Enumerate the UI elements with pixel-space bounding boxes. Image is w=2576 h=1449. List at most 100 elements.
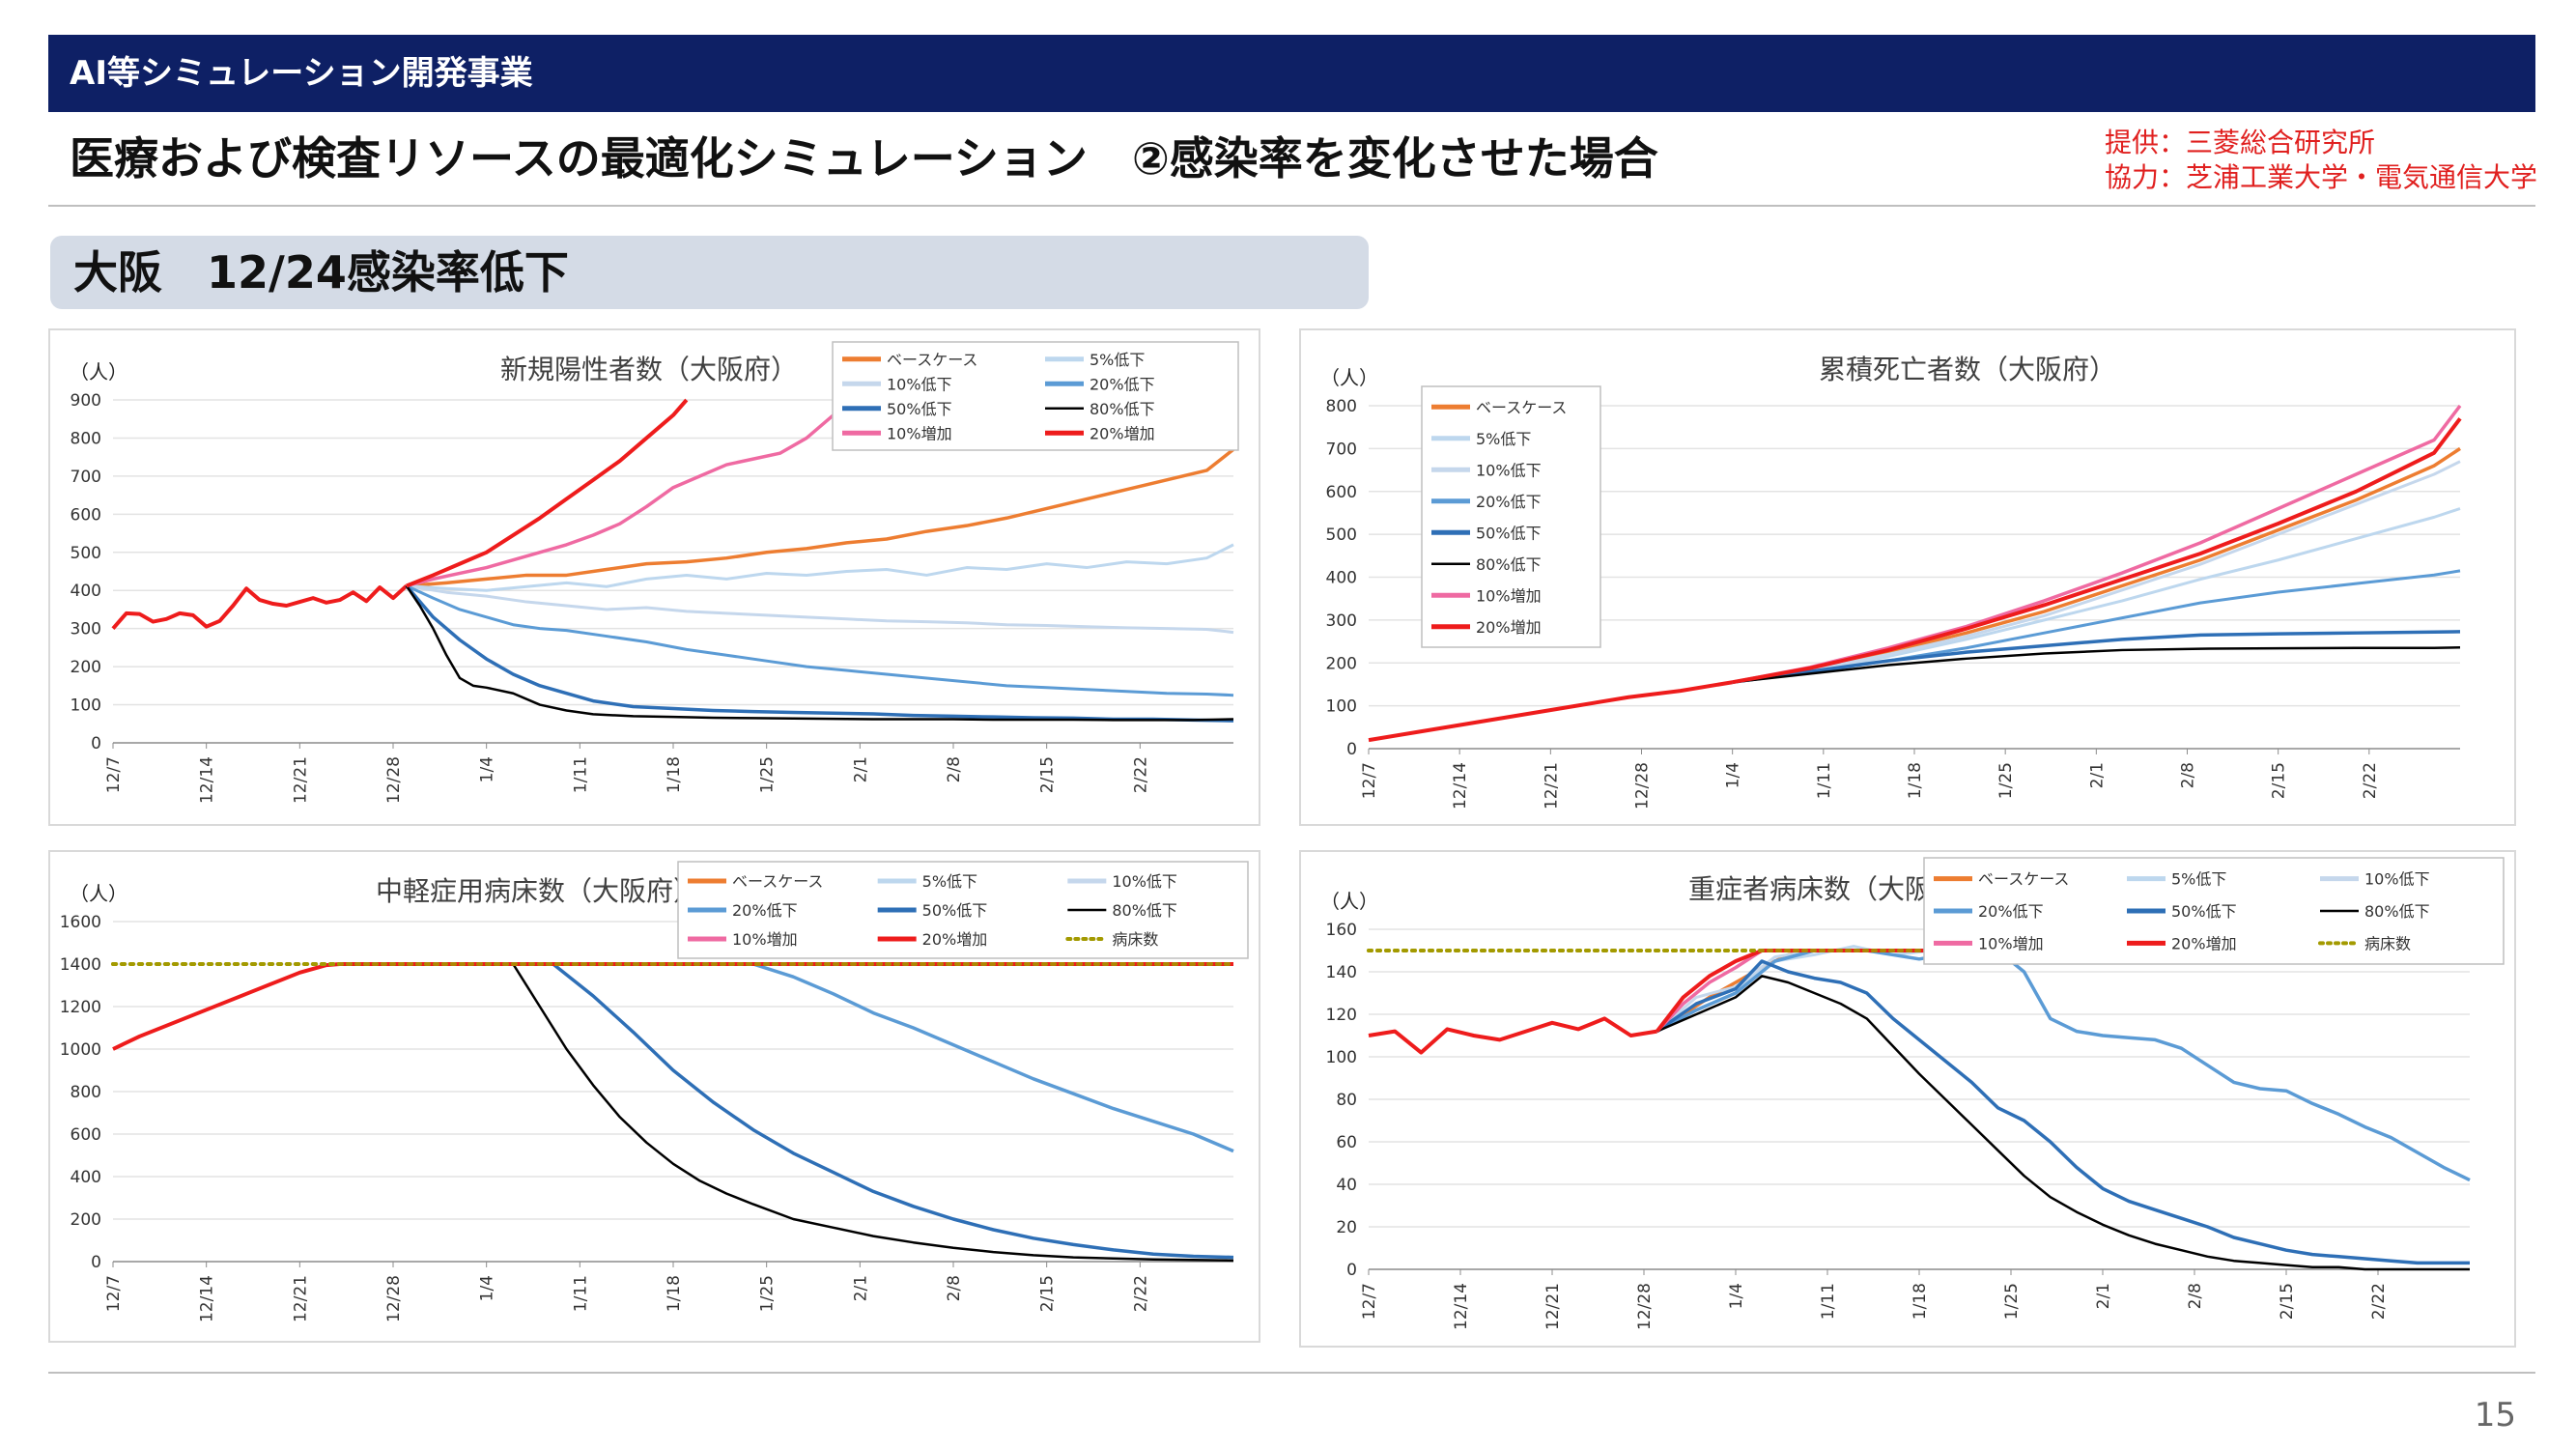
x-tick-label: 12/21 [291, 1275, 310, 1322]
y-tick-label: 800 [71, 1083, 101, 1102]
y-tick-label: 1000 [60, 1040, 101, 1060]
x-tick-label: 12/14 [198, 756, 217, 804]
series-line-up20 [406, 398, 689, 588]
series-line-down5 [1732, 507, 2461, 684]
x-tick-label: 2/8 [945, 756, 964, 782]
series-line-down50 [1656, 959, 2470, 1265]
y-tick-label: 800 [1326, 397, 1357, 416]
legend-label: 病床数 [1112, 930, 1158, 949]
y-tick-label: 100 [1326, 1048, 1357, 1067]
series-line-common [1368, 1016, 1657, 1055]
y-tick-label: 1400 [60, 955, 101, 975]
chart-cumulative-deaths: 累積死亡者数（大阪府） （人） 0 100 200 300 400 500 600 700 800 1… [1299, 328, 2516, 826]
header-divider [48, 205, 2535, 207]
x-tick-label: 12/14 [1451, 762, 1470, 810]
chart-severe-beds: 重症者病床数（大阪府） （人） 0 20 40 60 80 100 120 140 160 12/7 1… [1299, 850, 2516, 1348]
y-tick-label: 100 [71, 696, 101, 716]
y-tick-label: 160 [1326, 921, 1357, 940]
y-tick-label: 100 [1326, 697, 1357, 717]
y-tick-label: 140 [1326, 963, 1357, 982]
x-tick-label: 12/28 [1635, 1283, 1655, 1330]
series-line-down20 [339, 962, 1234, 1153]
y-unit-label: （人） [1320, 890, 1378, 913]
series-line-down50 [405, 584, 1234, 723]
legend-label: 20%低下 [732, 901, 798, 920]
y-tick-label: 120 [1326, 1006, 1357, 1025]
series-line-down80 [1732, 646, 2461, 684]
x-tick-label: 2/1 [2094, 1283, 2113, 1309]
legend-label: ベースケース [1978, 870, 2069, 889]
footer-divider [48, 1372, 2535, 1374]
y-tick-label: 300 [71, 620, 101, 639]
x-tick-label: 2/22 [1131, 756, 1150, 793]
legend-label: 50%低下 [922, 901, 988, 920]
y-tick-label: 900 [71, 391, 101, 411]
y-unit-label: （人） [1320, 366, 1378, 389]
y-unit-label: （人） [70, 360, 127, 384]
x-tick-label: 12/14 [1452, 1283, 1471, 1330]
x-tick-label: 2/15 [2278, 1283, 2297, 1320]
chart-svg: 新規陽性者数（大阪府） （人） 0 100 200 300 400 500 600 700 800 9… [70, 341, 1239, 804]
series-line-base [406, 447, 1235, 588]
credit-cooperation: 協力：芝浦工業大学・電気通信大学 [2104, 161, 2537, 193]
legend-label: ベースケース [887, 351, 977, 369]
legend-label: 5%低下 [922, 872, 977, 891]
legend-label: 10%増加 [732, 930, 798, 949]
y-tick-label: 60 [1336, 1133, 1357, 1152]
legend-label: 10%増加 [1476, 586, 1542, 605]
x-tick-label: 12/21 [1543, 1283, 1563, 1330]
section-heading: 大阪 12/24感染率低下 [50, 236, 1369, 309]
x-tick-label: 2/8 [2179, 762, 2198, 788]
x-tick-label: 12/14 [198, 1275, 217, 1322]
legend-label: 80%低下 [1090, 400, 1155, 418]
series-line-common [111, 584, 409, 630]
series-line-common [112, 962, 340, 1051]
x-tick-label: 12/7 [1360, 1283, 1379, 1320]
page-number: 15 [2474, 1396, 2516, 1435]
legend-label: 20%増加 [922, 930, 988, 949]
series-line-down50 [339, 962, 1234, 1260]
legend-label: 20%増加 [1090, 424, 1155, 442]
series-line-down5 [406, 543, 1234, 592]
y-tick-label: 400 [1326, 569, 1357, 588]
x-tick-label: 1/11 [1819, 1283, 1838, 1320]
x-tick-label: 12/28 [1633, 762, 1653, 810]
chart-svg: 中軽症用病床数（大阪府） （人） 0 200 400 600 800 1000 1200 1400… [60, 861, 1249, 1322]
legend-label: 20%低下 [1476, 493, 1542, 511]
y-tick-label: 200 [71, 1210, 101, 1230]
legend-label: 病床数 [2364, 934, 2411, 952]
x-tick-label: 1/25 [2002, 1283, 2022, 1320]
y-tick-label: 800 [71, 429, 101, 448]
y-tick-label: 700 [1326, 440, 1357, 459]
legend-label: 10%低下 [1476, 461, 1542, 479]
y-tick-label: 0 [1346, 740, 1357, 759]
x-tick-label: 1/11 [571, 1275, 590, 1312]
banner-label: AI等シミュレーション開発事業 [70, 54, 533, 93]
y-tick-label: 500 [1326, 526, 1357, 545]
x-tick-label: 2/15 [1038, 1275, 1058, 1312]
x-tick-label: 1/4 [1724, 762, 1743, 788]
x-tick-label: 1/4 [1727, 1283, 1746, 1309]
series-line-up20 [1732, 417, 2462, 685]
y-tick-label: 1200 [60, 998, 101, 1017]
legend-label: 10%増加 [887, 424, 952, 442]
chart-title: 累積死亡者数（大阪府） [1819, 354, 2116, 385]
x-tick-label: 2/15 [2270, 762, 2289, 799]
series-line-down80 [405, 584, 1234, 722]
legend-label: 20%低下 [1978, 902, 2044, 921]
x-tick-label: 1/18 [1911, 1283, 1930, 1320]
legend-label: ベースケース [732, 872, 823, 891]
y-tick-label: 700 [71, 468, 101, 487]
legend-label: 20%増加 [2171, 934, 2237, 952]
y-tick-label: 0 [91, 1253, 101, 1272]
x-tick-label: 1/25 [1996, 762, 2016, 799]
legend-label: 10%低下 [2364, 870, 2430, 889]
x-tick-label: 1/25 [758, 756, 778, 793]
series-line-common [1368, 680, 1733, 743]
page-title: 医療および検査リソースの最適化シミュレーション ②感染率を変化させた場合 [70, 132, 1658, 185]
legend-box [677, 861, 1249, 959]
legend-label: 10%低下 [1112, 872, 1177, 891]
y-tick-label: 400 [71, 1168, 101, 1187]
x-tick-label: 1/4 [478, 756, 497, 782]
